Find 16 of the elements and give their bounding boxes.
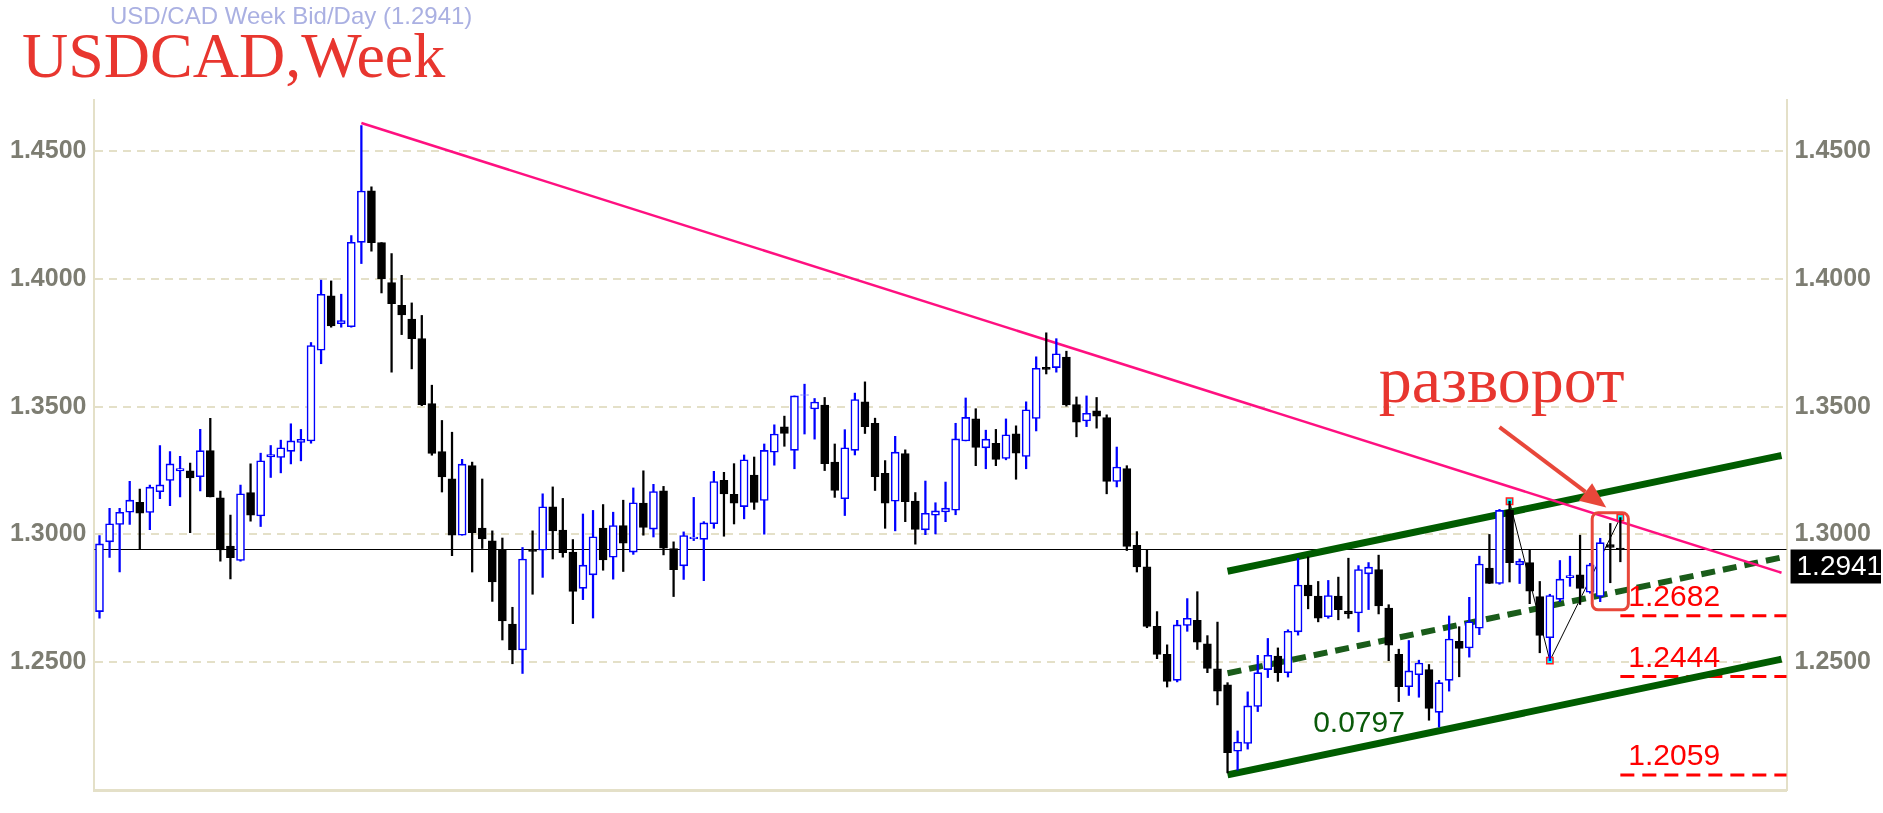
annotation: 0.0797: [1313, 704, 1405, 738]
y2-tick-label: 1.3000: [1794, 518, 1871, 547]
y2-tick-label: 1.4000: [1794, 262, 1871, 291]
y-tick-label: 1.4000: [10, 262, 87, 291]
annotation: разворот: [1378, 342, 1625, 416]
y-tick-label: 1.3000: [10, 518, 87, 547]
ref-line-label: 1.2682: [1628, 578, 1721, 612]
y2-tick-label: 1.3500: [1794, 390, 1871, 419]
y-tick-label: 1.4500: [10, 135, 87, 163]
y2-tick-label: 1.4500: [1794, 135, 1871, 163]
ref-line-label: 1.2059: [1628, 738, 1721, 772]
y-tick-label: 1.2500: [10, 646, 87, 675]
ref-line-label: 1.2941: [1796, 550, 1883, 582]
y2-tick-label: 1.2500: [1794, 646, 1871, 675]
ref-line-label: 1.2444: [1628, 639, 1721, 673]
y-tick-label: 1.3500: [10, 390, 87, 419]
